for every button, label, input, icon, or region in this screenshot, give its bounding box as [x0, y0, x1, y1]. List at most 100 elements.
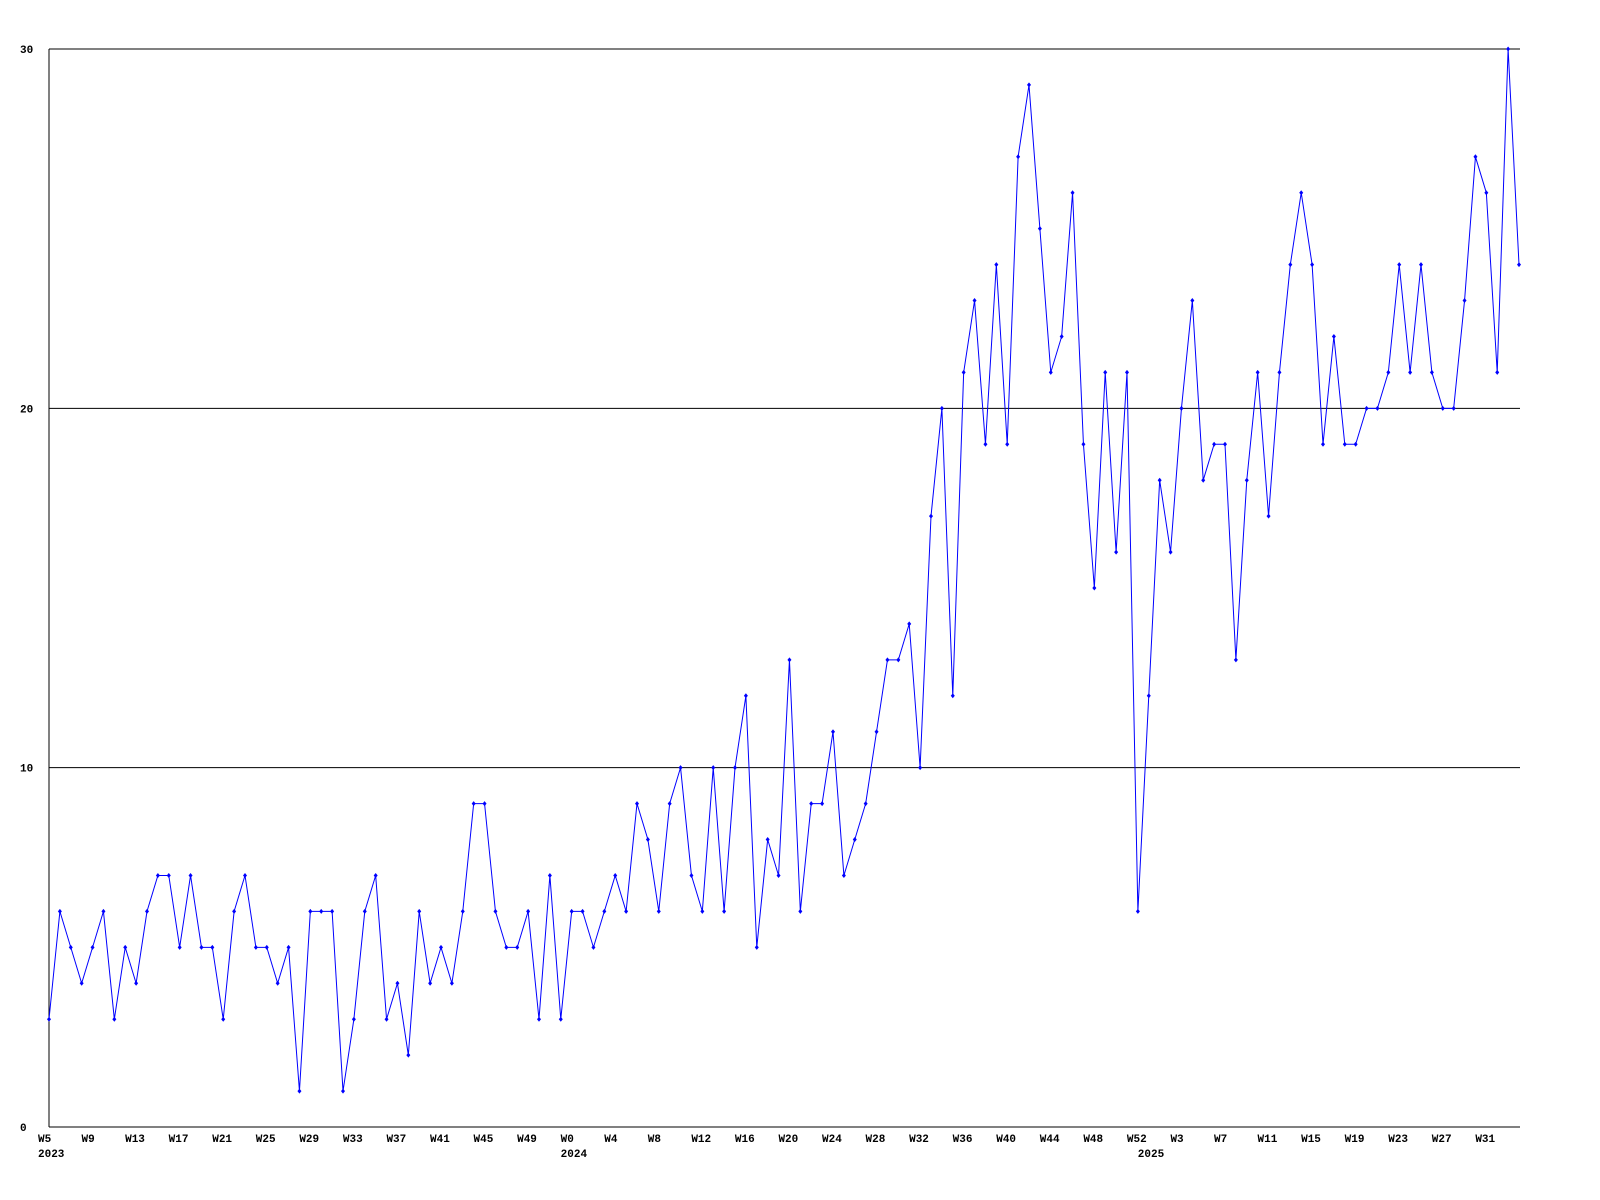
point [1070, 190, 1075, 196]
point [831, 729, 835, 735]
x-tick-label: W24 [822, 1134, 842, 1146]
point [983, 441, 988, 447]
point [1081, 441, 1086, 447]
point [1331, 333, 1336, 339]
point [820, 801, 825, 807]
point [1277, 369, 1282, 375]
point [449, 980, 454, 986]
point [1048, 369, 1053, 375]
point [1266, 513, 1271, 519]
point [558, 1016, 563, 1022]
point [362, 908, 367, 914]
year-label: 2023 [38, 1149, 65, 1161]
x-tick-label: W33 [343, 1134, 363, 1146]
point [765, 837, 770, 843]
point [319, 908, 324, 914]
point [373, 872, 378, 878]
point [841, 872, 846, 878]
point [624, 908, 629, 914]
x-tick-label: W7 [1214, 1134, 1227, 1146]
x-tick-label: W37 [386, 1134, 406, 1146]
point [950, 693, 955, 699]
point [166, 872, 171, 878]
x-tick-label: W31 [1475, 1134, 1495, 1146]
point [613, 872, 618, 878]
x-tick-label: W41 [430, 1134, 450, 1146]
point [929, 513, 933, 519]
point [1114, 549, 1119, 555]
point [471, 801, 476, 807]
point [395, 980, 400, 986]
point [700, 908, 705, 914]
point [1462, 298, 1467, 304]
point [1364, 405, 1369, 411]
x-tick-label: W11 [1258, 1134, 1278, 1146]
point [199, 944, 204, 950]
point [351, 1016, 356, 1022]
point [1386, 369, 1391, 375]
x-tick-label: W45 [474, 1134, 494, 1146]
point [547, 872, 552, 878]
point [243, 872, 247, 878]
point [1419, 262, 1423, 268]
point [1451, 405, 1456, 411]
x-tick-label: W0 [561, 1134, 574, 1146]
point [1321, 441, 1325, 447]
point [689, 872, 694, 878]
point [656, 908, 661, 914]
point [1168, 549, 1173, 555]
point [1233, 657, 1238, 663]
point [874, 729, 879, 735]
point [1342, 441, 1347, 447]
point [68, 944, 73, 950]
point [667, 801, 672, 807]
point [1059, 333, 1064, 339]
point [210, 944, 215, 950]
x-tick-label: W12 [691, 1134, 711, 1146]
point [428, 980, 433, 986]
point [1473, 154, 1478, 160]
x-tick-label: W32 [909, 1134, 929, 1146]
point [1212, 441, 1217, 447]
point [47, 1016, 51, 1022]
point [482, 801, 487, 807]
point [1179, 405, 1184, 411]
x-tick-label: W21 [212, 1134, 232, 1146]
point [754, 944, 759, 950]
point [1157, 477, 1162, 483]
point [1244, 477, 1249, 483]
point [1429, 369, 1434, 375]
point [1190, 298, 1195, 304]
point [918, 765, 923, 771]
x-tick-label: W52 [1127, 1134, 1147, 1146]
point [1353, 441, 1358, 447]
point [1517, 262, 1521, 268]
point [177, 944, 182, 950]
point [580, 908, 585, 914]
point [1016, 154, 1021, 160]
x-tick-label: W15 [1301, 1134, 1321, 1146]
point [722, 908, 727, 914]
x-tick-label: W5 [38, 1134, 52, 1146]
line [48, 48, 1520, 1092]
point [733, 765, 737, 771]
point [417, 908, 422, 914]
point [406, 1052, 411, 1058]
point [678, 765, 683, 771]
point [504, 944, 509, 950]
point [493, 908, 498, 914]
point [460, 908, 465, 914]
year-label: 2024 [561, 1149, 588, 1161]
x-tick-label: W16 [735, 1134, 755, 1146]
point [1440, 405, 1445, 411]
point [1255, 369, 1260, 375]
point [1495, 369, 1500, 375]
x-tick-label: W9 [82, 1134, 95, 1146]
point [384, 1016, 389, 1022]
x-tick-label: W13 [125, 1134, 145, 1146]
point [896, 657, 901, 663]
point [787, 657, 792, 663]
point [112, 1016, 117, 1022]
point [134, 980, 139, 986]
point [1092, 585, 1097, 591]
